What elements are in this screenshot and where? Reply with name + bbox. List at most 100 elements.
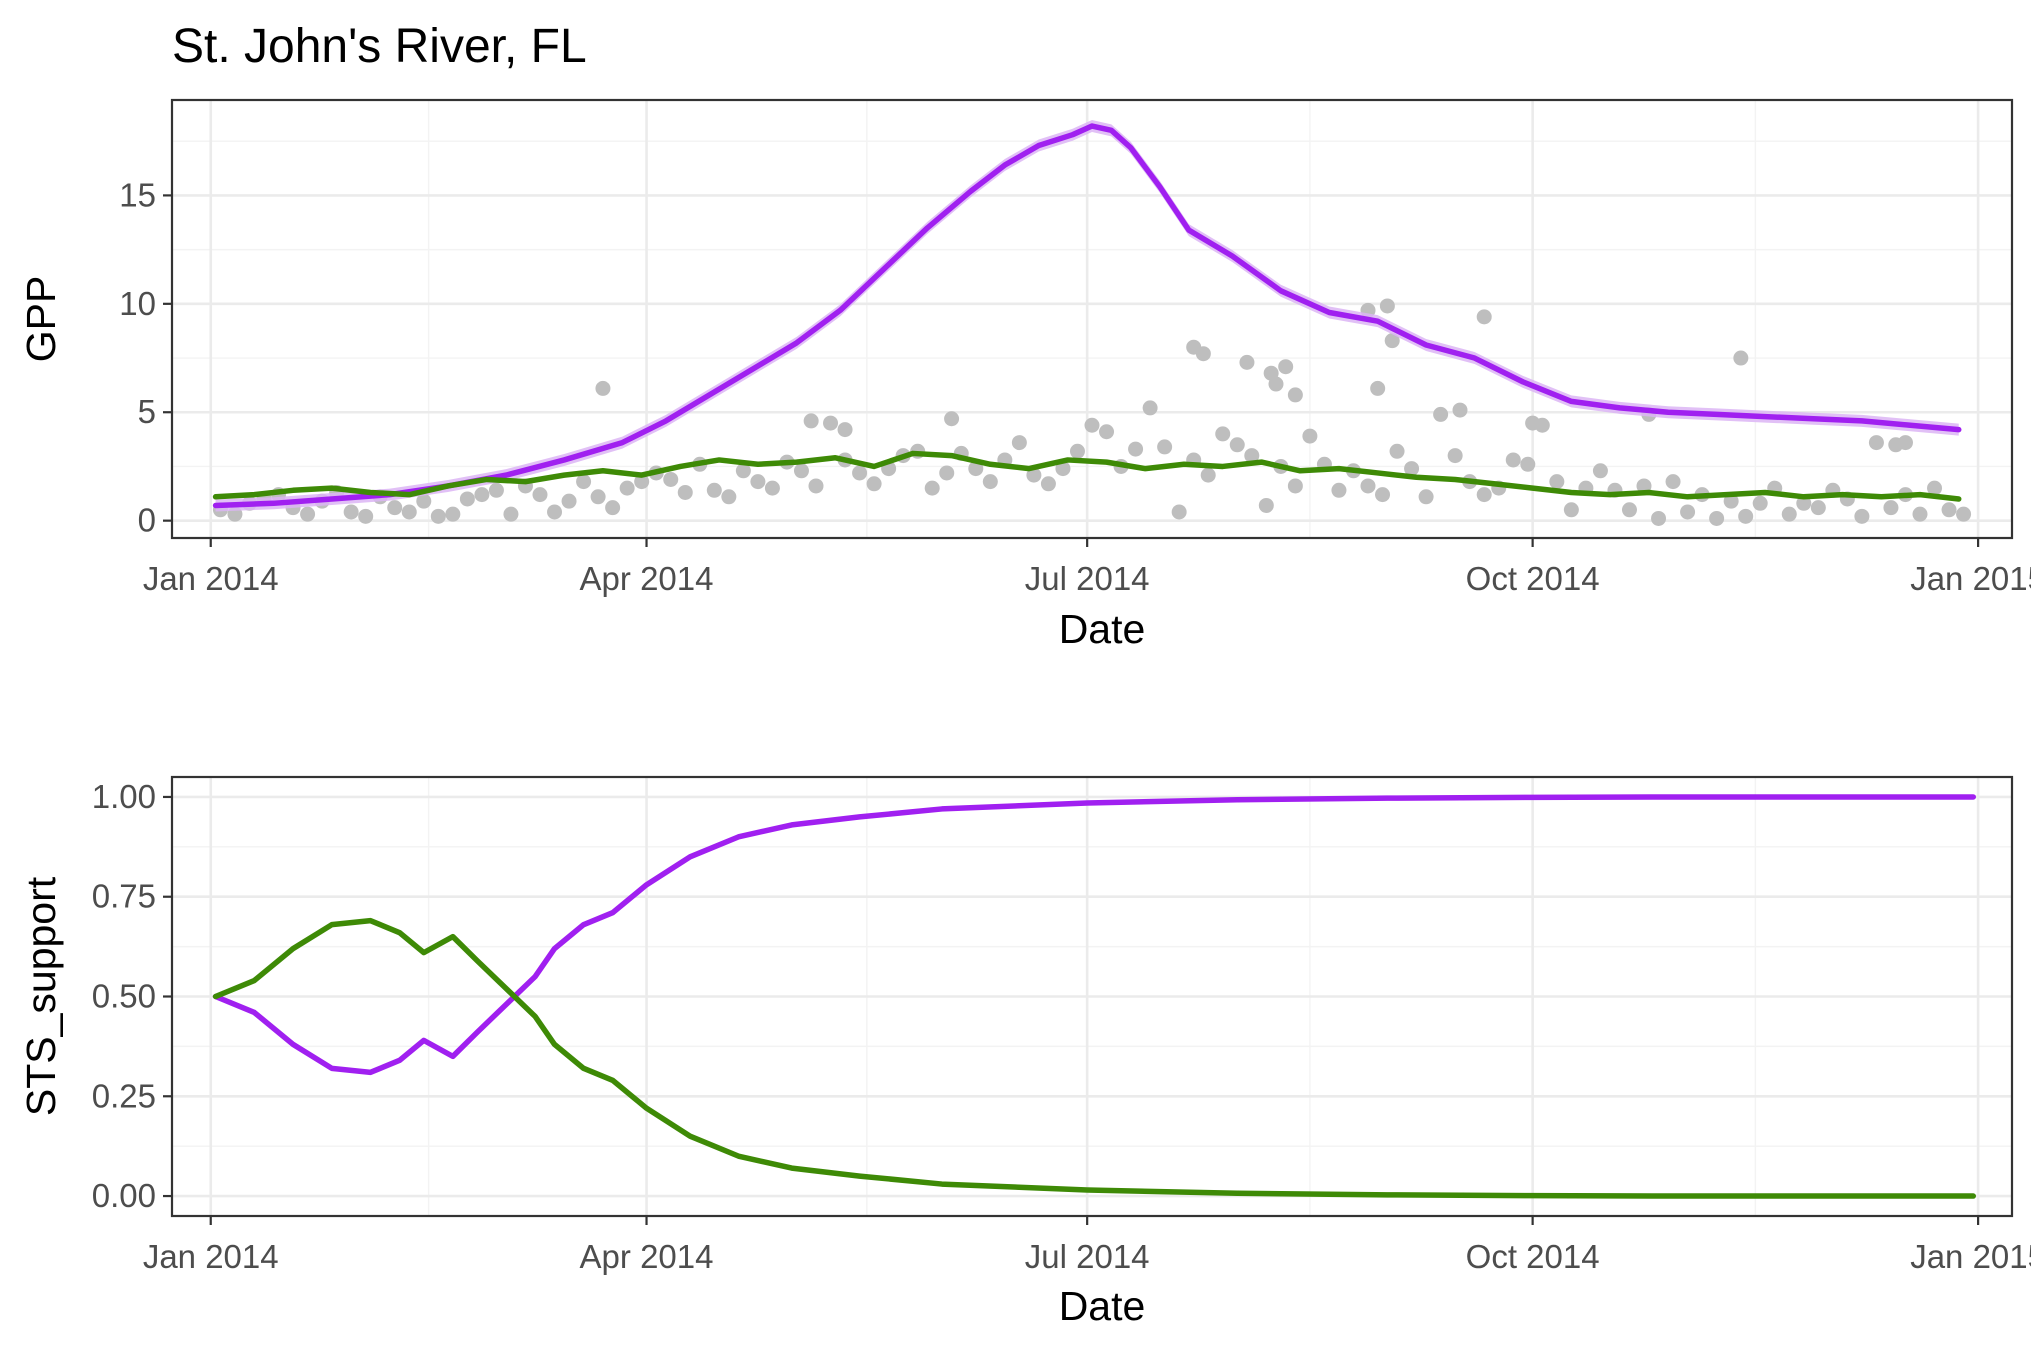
gpp-observation-point [1171, 504, 1187, 520]
gpp-observation-point [1026, 467, 1042, 483]
gpp-observation-point [803, 413, 819, 429]
gpp-observation-point [474, 487, 490, 503]
gpp-observation-point [1157, 439, 1173, 455]
y-tick-label: 5 [138, 393, 156, 430]
gpp-observation-point [1099, 424, 1115, 440]
gpp-observation-point [1723, 493, 1739, 509]
gpp-observation-point [823, 415, 839, 431]
sts-support-panel: Jan 2014 Apr 2014 Jul 2014 Oct 2014 Jan 2015… [18, 775, 2031, 1329]
gpp-observation-point [1287, 478, 1303, 494]
x-tick-label: Jul 2014 [1025, 1238, 1150, 1275]
series-1-line [212, 794, 1977, 1076]
gpp-observation-point [1370, 380, 1386, 396]
gpp-observation-point [1239, 354, 1255, 370]
gpp-observation-point [663, 471, 679, 487]
gpp-observation-point [1651, 510, 1667, 526]
gpp-observation-point [1302, 428, 1318, 444]
gpp-observation-point [343, 504, 359, 520]
gpp-observation-point [1592, 463, 1608, 479]
gpp-observation-point [1268, 376, 1284, 392]
gpp-observation-point [576, 474, 592, 490]
gpp-observation-point [1476, 309, 1492, 325]
gpp-observation-point [1452, 402, 1468, 418]
gpp-observation-point [1447, 448, 1463, 464]
gpp-observation-point [416, 493, 432, 509]
gpp-observation-point [1258, 497, 1274, 513]
gpp-observation-point [1636, 478, 1652, 494]
gpp-observation-point [430, 508, 446, 524]
gpp-observation-point [982, 474, 998, 490]
gpp-observation-point [1040, 476, 1056, 492]
gpp-observation-point [1128, 441, 1144, 457]
plot-area [212, 120, 1972, 526]
gpp-observation-point [924, 480, 940, 496]
gpp-observation-point [721, 489, 737, 505]
gpp-observation-point [503, 506, 519, 522]
gpp-observation-point [1200, 467, 1216, 483]
gpp-observation-point [619, 480, 635, 496]
gpp-observation-point [1389, 443, 1405, 459]
gpp-observation-point [1418, 489, 1434, 505]
y-tick-label: 0 [138, 502, 156, 539]
gpp-observation-point [706, 482, 722, 498]
panel-border [170, 775, 2014, 1218]
gpp-observation-point [1433, 406, 1449, 422]
gpp-observation-point [1738, 508, 1754, 524]
gpp-observation-point [1195, 346, 1211, 362]
y-tick-label: 0.75 [92, 878, 156, 915]
y-tick-label: 10 [119, 285, 156, 322]
gpp-observation-point [1331, 482, 1347, 498]
gpp-observation-point [1215, 426, 1231, 442]
gpp-observation-point [547, 504, 563, 520]
gpp-observation-point [401, 504, 417, 520]
x-tick-label: Apr 2014 [580, 560, 714, 597]
gpp-observation-point [459, 491, 475, 507]
gpp-observation-point [1287, 387, 1303, 403]
y-tick-label: 0.00 [92, 1177, 156, 1214]
gpp-observation-point [1142, 400, 1158, 416]
gpp-observation-point [1868, 435, 1884, 451]
gpp-observation-point [1476, 487, 1492, 503]
panel-border [170, 98, 2014, 540]
gpp-observation-point [300, 506, 316, 522]
gpp-observation-point [1781, 506, 1797, 522]
gpp-observation-point [1680, 504, 1696, 520]
gpp-observation-point [1563, 502, 1579, 518]
gpp-observation-point [866, 476, 882, 492]
y-axis-title: GPP [18, 276, 64, 363]
gpp-observation-point [808, 478, 824, 494]
gpp-observation-point [387, 500, 403, 516]
x-tick-label: Oct 2014 [1466, 1238, 1600, 1275]
x-axis-title: Date [1059, 1283, 1146, 1329]
gpp-observation-point [561, 493, 577, 509]
gpp-observation-point [1883, 500, 1899, 516]
y-tick-label: 0.50 [92, 978, 156, 1015]
gpp-observation-point [1505, 452, 1521, 468]
gpp-observation-point [1912, 506, 1928, 522]
x-tick-label: Oct 2014 [1466, 560, 1600, 597]
gpp-observation-point [1810, 500, 1826, 516]
gpp-observation-point [1379, 298, 1395, 314]
series-2-line [212, 917, 1977, 1199]
y-tick-label: 15 [119, 176, 156, 213]
gpp-observation-point [968, 461, 984, 477]
gpp-observation-point [750, 474, 766, 490]
gpp-observation-point [1244, 448, 1260, 464]
gpp-observation-point [1525, 415, 1541, 431]
gpp-observation-point [1752, 495, 1768, 511]
gpp-observation-point [837, 422, 853, 438]
gpp-observation-point [735, 463, 751, 479]
gpp-observation-point [1956, 506, 1972, 522]
gpp-observation-point [1709, 510, 1725, 526]
gpp-observation-point [1927, 480, 1943, 496]
gpp-panel: Jan 2014 Apr 2014 Jul 2014 Oct 2014 Jan 2015… [18, 98, 2031, 652]
y-tick-label: 1.00 [92, 778, 156, 815]
gpp-observation-point [358, 508, 374, 524]
gpp-observation-point [1621, 502, 1637, 518]
gpp-observation-point [1520, 456, 1536, 472]
gpp-observation-point [605, 500, 621, 516]
gpp-observation-point [1055, 461, 1071, 477]
x-tick-label: Jul 2014 [1025, 560, 1150, 597]
y-axis-title: STS_support [18, 876, 64, 1116]
